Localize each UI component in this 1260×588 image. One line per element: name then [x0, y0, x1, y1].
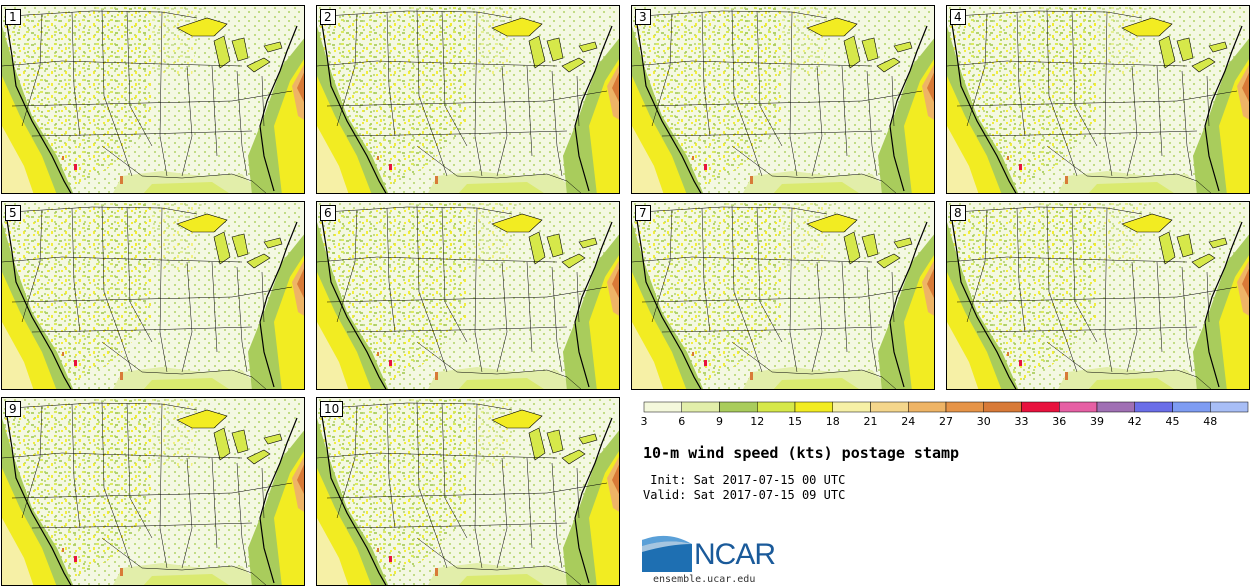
- wind-speed-map: [317, 6, 619, 193]
- colorbar-swatch: [1096, 401, 1135, 413]
- colorbar-tick-label: 3: [640, 415, 648, 428]
- colorbar-tick-label: 36: [1052, 415, 1067, 428]
- panel-number: 10: [320, 401, 344, 417]
- map-panel-1: 1: [1, 5, 305, 194]
- map-panel-6: 6: [316, 201, 620, 390]
- panel-number: 3: [635, 9, 651, 25]
- colorbar-tick-label: 39: [1090, 415, 1104, 428]
- map-panel-10: 10: [316, 397, 620, 586]
- wind-speed-map: [632, 6, 934, 193]
- colorbar-tick-label: 48: [1203, 415, 1218, 428]
- colorbar-swatch: [983, 401, 1022, 413]
- colorbar-tick-label: 21: [863, 415, 878, 428]
- colorbar-tick-label: 33: [1014, 415, 1029, 428]
- colorbar-swatch: [1059, 401, 1098, 413]
- panel-number: 5: [5, 205, 21, 221]
- panel-number: 7: [635, 205, 651, 221]
- map-panel-5: 5: [1, 201, 305, 390]
- colorbar-tick-label: 6: [678, 415, 686, 428]
- colorbar-swatch: [832, 401, 871, 413]
- colorbar-swatch: [945, 401, 984, 413]
- colorbar-swatch: [757, 401, 796, 413]
- init-time: Init: Sat 2017-07-15 00 UTC: [643, 473, 846, 487]
- colorbar-tick-label: 27: [939, 415, 953, 428]
- colorbar-tick-label: 30: [976, 415, 991, 428]
- ncar-logo-icon: [642, 535, 692, 572]
- wind-speed-map: [317, 202, 619, 389]
- colorbar-tick-label: 24: [901, 415, 916, 428]
- colorbar-swatch: [1210, 401, 1249, 413]
- map-panel-3: 3: [631, 5, 935, 194]
- colorbar-swatch: [1021, 401, 1060, 413]
- wind-speed-map: [2, 202, 304, 389]
- wind-speed-map: [632, 202, 934, 389]
- colorbar-swatch: [643, 401, 682, 413]
- wind-speed-map: [2, 6, 304, 193]
- colorbar-swatch: [1134, 401, 1173, 413]
- wind-speed-map: [317, 398, 619, 585]
- colorbar-swatch: [719, 401, 758, 413]
- colorbar-tick-label: 18: [825, 415, 840, 428]
- wind-speed-map: [2, 398, 304, 585]
- panel-number: 6: [320, 205, 336, 221]
- colorbar-tick-label: 45: [1165, 415, 1180, 428]
- colorbar-swatch: [794, 401, 833, 413]
- map-panel-4: 4: [946, 5, 1250, 194]
- logo-text: NCAR: [694, 538, 776, 571]
- colorbar-tick-label: 42: [1127, 415, 1142, 428]
- map-panel-2: 2: [316, 5, 620, 194]
- colorbar-swatch: [908, 401, 947, 413]
- wind-speed-map: [947, 202, 1249, 389]
- colorbar-swatch: [681, 401, 720, 413]
- wind-speed-map: [947, 6, 1249, 193]
- colorbar-swatch: [1172, 401, 1211, 413]
- panel-number: 9: [5, 401, 21, 417]
- panel-number: 8: [950, 205, 966, 221]
- map-panel-8: 8: [946, 201, 1250, 390]
- chart-title: 10-m wind speed (kts) postage stamp: [643, 444, 960, 462]
- colorbar: [643, 401, 1249, 413]
- valid-time: Valid: Sat 2017-07-15 09 UTC: [643, 488, 846, 502]
- map-panel-7: 7: [631, 201, 935, 390]
- panel-number: 2: [320, 9, 336, 25]
- site-url: ensemble.ucar.edu: [653, 574, 756, 585]
- panel-number: 1: [5, 9, 21, 25]
- colorbar-tick-label: 9: [716, 415, 723, 428]
- colorbar-tick-label: 12: [750, 415, 765, 428]
- map-panel-9: 9: [1, 397, 305, 586]
- colorbar-tick-label: 15: [788, 415, 802, 428]
- panel-number: 4: [950, 9, 966, 25]
- colorbar-swatch: [870, 401, 909, 413]
